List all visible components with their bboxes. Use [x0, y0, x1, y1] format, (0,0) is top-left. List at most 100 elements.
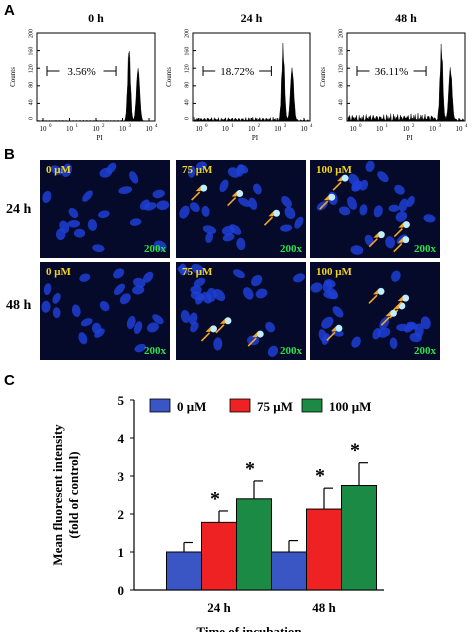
concentration-label: 0 μM	[46, 164, 71, 176]
nucleus	[113, 268, 125, 279]
magnification-label: 200x	[414, 243, 436, 255]
significance-marker: *	[210, 488, 220, 510]
histogram-trace	[37, 50, 155, 122]
nucleus	[71, 304, 81, 317]
nucleus	[324, 279, 336, 288]
arrow-head-icon	[252, 332, 258, 338]
nucleus	[398, 198, 409, 212]
arrow-head-icon	[397, 296, 403, 302]
legend-swatch	[149, 398, 171, 413]
nucleus	[280, 224, 293, 232]
nucleus	[406, 195, 415, 207]
nucleus	[129, 218, 142, 226]
x-tick-exponent: 2	[102, 124, 105, 129]
nucleus	[180, 309, 191, 323]
nucleus	[126, 315, 136, 330]
bar	[236, 498, 272, 591]
arrow-head-icon	[330, 326, 336, 332]
arrow-icon	[368, 238, 378, 248]
y-axis-label: Counts	[319, 67, 327, 87]
apoptotic-nucleus	[402, 221, 410, 229]
row-label-48h: 48 h	[6, 298, 32, 313]
magnification-label: 200x	[144, 243, 166, 255]
cell-nuclei	[177, 263, 305, 357]
nucleus	[190, 285, 202, 295]
magnification-label: 200x	[280, 345, 302, 357]
x-axis-label: PI	[406, 134, 413, 142]
x-tick-label: 10	[146, 125, 154, 133]
nucleus	[42, 190, 52, 203]
y-tick-label: 0	[118, 583, 125, 598]
apoptotic-nucleus	[402, 236, 410, 244]
arrow-head-icon	[195, 186, 201, 192]
arrow-head-icon	[323, 195, 329, 201]
y-tick-label: 0	[28, 117, 34, 120]
nucleus	[41, 300, 51, 313]
nucleus	[232, 269, 245, 279]
panel-b-label: B	[4, 146, 15, 163]
bar	[271, 551, 307, 591]
nucleus	[267, 345, 279, 357]
y-tick-label: 200	[184, 29, 190, 38]
nucleus	[129, 171, 139, 184]
y-tick-label: 4	[118, 431, 125, 446]
nucleus	[219, 179, 229, 193]
nucleus	[409, 332, 422, 343]
x-axis-label: Time of incubation	[196, 624, 302, 632]
x-tick-label: 10	[40, 125, 48, 133]
y-tick-label: 120	[338, 64, 344, 73]
apoptotic-nucleus	[402, 294, 410, 302]
nucleus	[91, 322, 102, 334]
gate-label-bg	[369, 63, 414, 77]
y-tick-label: 2	[118, 507, 125, 522]
y-axis-label-2: (fold of control)	[66, 451, 81, 538]
nucleus	[213, 337, 223, 351]
x-tick-exponent: 0	[205, 124, 208, 129]
nucleus	[281, 195, 292, 208]
micrograph-3: 0 μM 200x	[40, 262, 170, 360]
x-axis-label: PI	[252, 134, 259, 142]
cell-nuclei	[42, 162, 170, 253]
nucleus	[87, 219, 98, 231]
x-tick-exponent: 0	[49, 124, 52, 129]
y-axis-label: Counts	[165, 67, 173, 87]
x-tick-exponent: 3	[439, 124, 442, 129]
nucleus	[385, 236, 396, 249]
nucleus	[195, 161, 207, 171]
nucleus	[99, 301, 110, 312]
y-tick-label: 80	[184, 82, 190, 88]
apoptotic-nucleus	[389, 309, 397, 317]
x-tick-exponent: 2	[412, 124, 415, 129]
gate-percent: 18.72%	[220, 66, 254, 78]
nucleus	[52, 292, 61, 304]
nucleus	[248, 197, 258, 210]
x-tick-exponent: 1	[386, 124, 389, 129]
arrow-head-icon	[337, 176, 343, 182]
nucleus	[153, 240, 167, 251]
nucleus	[394, 184, 405, 195]
nucleus	[423, 214, 436, 223]
nucleus	[350, 245, 364, 255]
micrograph-4: 75 μM 200x	[176, 262, 306, 360]
y-tick-label: 120	[28, 64, 34, 73]
magnification-label: 200x	[144, 345, 166, 357]
nucleus	[82, 190, 93, 202]
arrow-icon	[393, 227, 403, 238]
nucleus	[187, 165, 196, 178]
nucleus	[139, 199, 150, 210]
x-tick-exponent: 0	[359, 124, 362, 129]
histogram-trace	[347, 43, 465, 122]
arrow-icon	[393, 243, 403, 253]
x-tick-label: 10	[350, 125, 358, 133]
nucleus	[98, 210, 110, 219]
legend-label: 0 μM	[177, 399, 206, 414]
arrow-icon	[332, 181, 342, 191]
arrow-head-icon	[205, 326, 211, 332]
arrow-head-icon	[393, 303, 399, 309]
x-tick-label: 10	[248, 125, 256, 133]
nucleus	[213, 289, 226, 302]
apoptotic-nucleus	[200, 184, 208, 192]
nucleus	[396, 323, 410, 332]
